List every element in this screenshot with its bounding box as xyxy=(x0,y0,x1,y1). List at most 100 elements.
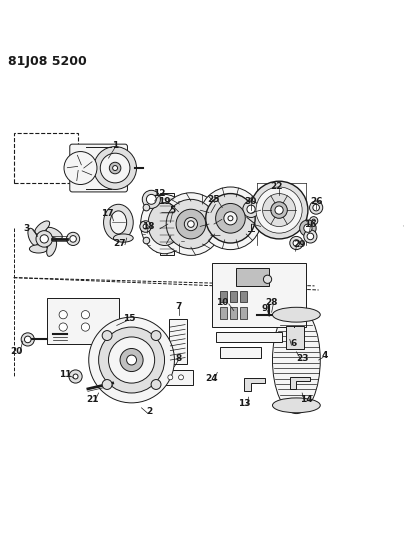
Circle shape xyxy=(199,187,262,249)
Text: 30: 30 xyxy=(244,197,257,206)
Text: 4: 4 xyxy=(321,351,328,360)
Circle shape xyxy=(228,216,233,221)
Circle shape xyxy=(160,193,222,255)
Text: 10: 10 xyxy=(216,298,228,307)
Text: 19: 19 xyxy=(158,197,171,206)
Circle shape xyxy=(21,333,34,346)
Ellipse shape xyxy=(114,234,133,242)
Ellipse shape xyxy=(272,398,320,413)
Text: 6: 6 xyxy=(291,339,297,348)
Bar xyxy=(240,291,247,302)
Text: 14: 14 xyxy=(300,395,313,404)
Ellipse shape xyxy=(103,204,133,240)
Circle shape xyxy=(263,193,296,227)
FancyBboxPatch shape xyxy=(47,298,119,344)
Circle shape xyxy=(143,224,148,229)
Circle shape xyxy=(176,209,206,239)
Text: 9: 9 xyxy=(262,304,268,313)
Circle shape xyxy=(102,330,112,341)
Polygon shape xyxy=(244,378,265,391)
Text: 5: 5 xyxy=(170,206,176,215)
Circle shape xyxy=(179,375,183,380)
Circle shape xyxy=(146,195,156,204)
FancyBboxPatch shape xyxy=(164,370,194,385)
Circle shape xyxy=(243,201,259,217)
Circle shape xyxy=(143,204,150,211)
Circle shape xyxy=(59,323,67,331)
Circle shape xyxy=(94,147,137,189)
FancyBboxPatch shape xyxy=(160,193,175,255)
Text: 20: 20 xyxy=(10,348,22,356)
Ellipse shape xyxy=(29,245,48,253)
Ellipse shape xyxy=(46,228,62,239)
Circle shape xyxy=(81,311,90,319)
Text: 16: 16 xyxy=(304,220,317,229)
Bar xyxy=(240,308,247,319)
Bar xyxy=(229,308,237,319)
Circle shape xyxy=(25,336,31,343)
Text: 8: 8 xyxy=(175,354,182,363)
FancyBboxPatch shape xyxy=(286,326,304,349)
Text: 17: 17 xyxy=(101,209,113,218)
Text: 21: 21 xyxy=(86,395,98,404)
Circle shape xyxy=(275,206,283,214)
Circle shape xyxy=(73,374,78,379)
Text: 26: 26 xyxy=(310,197,322,206)
Ellipse shape xyxy=(141,195,188,254)
Circle shape xyxy=(216,204,245,233)
Text: 27: 27 xyxy=(113,238,126,247)
Circle shape xyxy=(40,235,48,243)
Text: 81J08 5200: 81J08 5200 xyxy=(8,55,87,68)
Circle shape xyxy=(304,230,317,243)
Circle shape xyxy=(250,181,308,239)
Ellipse shape xyxy=(110,211,126,234)
Circle shape xyxy=(70,236,76,242)
Circle shape xyxy=(256,187,302,233)
Text: 22: 22 xyxy=(270,182,283,191)
Circle shape xyxy=(102,379,112,390)
Text: 12: 12 xyxy=(154,189,166,198)
Text: 13: 13 xyxy=(238,399,251,408)
Circle shape xyxy=(59,311,67,319)
Circle shape xyxy=(187,221,194,228)
Text: 24: 24 xyxy=(205,375,218,383)
Bar xyxy=(220,308,227,319)
Circle shape xyxy=(151,330,161,341)
Ellipse shape xyxy=(28,228,38,246)
Circle shape xyxy=(309,216,318,225)
Circle shape xyxy=(64,151,97,184)
Circle shape xyxy=(271,202,287,219)
FancyBboxPatch shape xyxy=(212,263,306,327)
Circle shape xyxy=(151,379,161,390)
Circle shape xyxy=(166,199,216,249)
Circle shape xyxy=(290,237,303,249)
Ellipse shape xyxy=(35,221,50,234)
Circle shape xyxy=(304,224,312,232)
Text: 7: 7 xyxy=(175,302,182,311)
Circle shape xyxy=(100,153,130,183)
Circle shape xyxy=(184,217,198,231)
Circle shape xyxy=(126,355,137,365)
FancyBboxPatch shape xyxy=(70,144,127,192)
Ellipse shape xyxy=(272,306,320,414)
Ellipse shape xyxy=(148,203,181,246)
Text: 2: 2 xyxy=(147,407,153,416)
Polygon shape xyxy=(290,376,310,389)
Circle shape xyxy=(140,221,152,232)
Circle shape xyxy=(247,205,255,213)
Bar xyxy=(220,291,227,302)
Circle shape xyxy=(120,349,143,372)
Circle shape xyxy=(89,317,175,403)
Ellipse shape xyxy=(47,239,57,256)
Ellipse shape xyxy=(272,308,320,322)
Circle shape xyxy=(293,240,300,246)
Text: 3: 3 xyxy=(23,224,29,233)
Text: 23: 23 xyxy=(296,354,308,363)
Circle shape xyxy=(99,327,164,393)
Circle shape xyxy=(109,337,155,383)
Circle shape xyxy=(313,204,320,211)
Circle shape xyxy=(307,233,314,240)
Text: 1: 1 xyxy=(112,141,118,150)
Circle shape xyxy=(263,275,271,284)
Circle shape xyxy=(143,237,150,244)
